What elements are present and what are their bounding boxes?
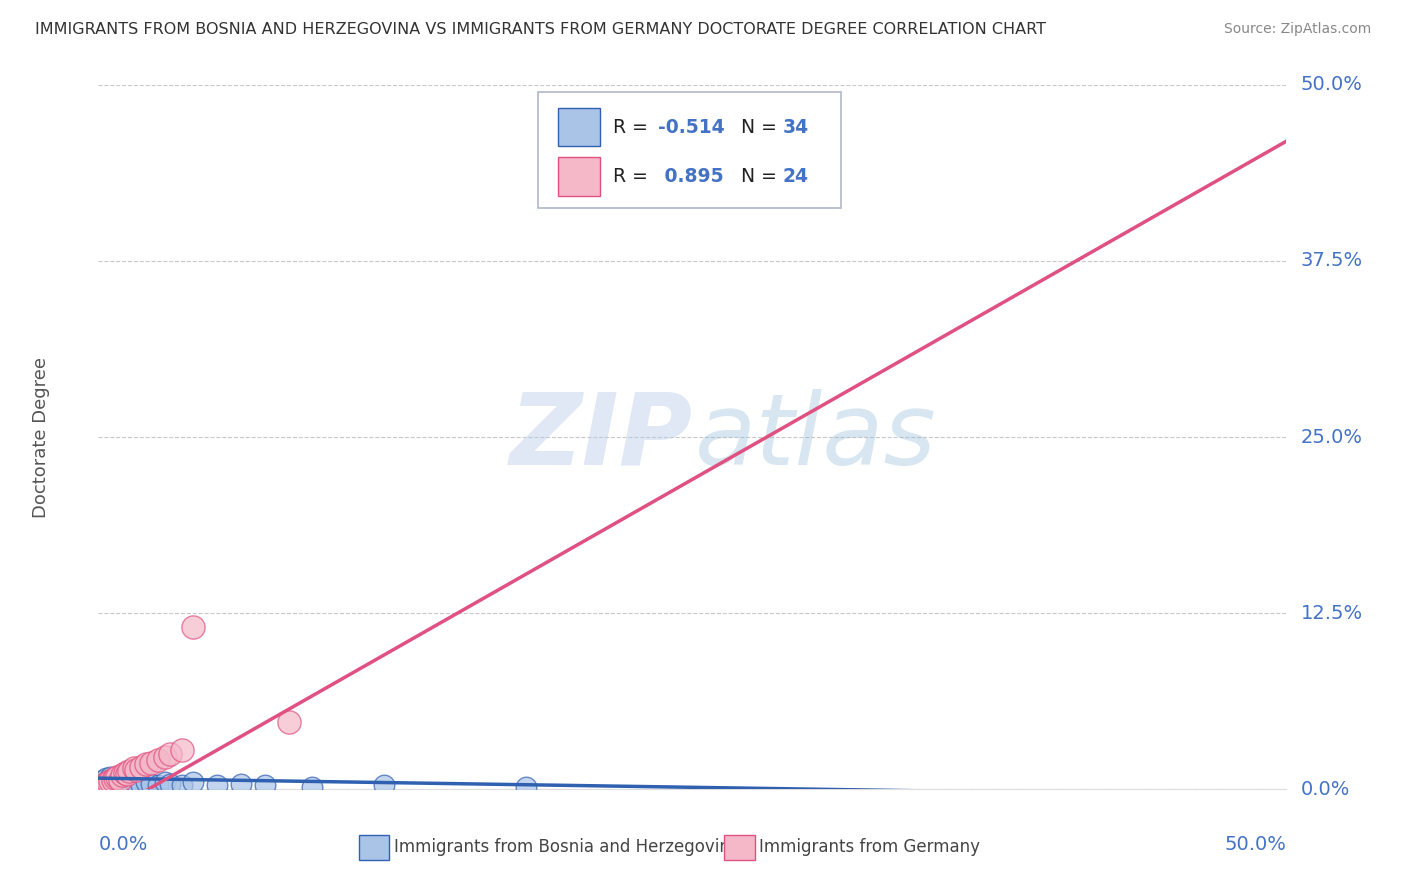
- Text: Source: ZipAtlas.com: Source: ZipAtlas.com: [1223, 22, 1371, 37]
- Point: [111, 768, 134, 782]
- Text: 25.0%: 25.0%: [1301, 427, 1362, 447]
- Point: [114, 778, 136, 792]
- Text: Immigrants from Bosnia and Herzegovina: Immigrants from Bosnia and Herzegovina: [394, 838, 740, 856]
- FancyBboxPatch shape: [558, 157, 600, 195]
- Point: [170, 743, 193, 757]
- Point: [97, 778, 120, 792]
- Point: [101, 777, 124, 791]
- Point: [146, 778, 169, 792]
- Point: [229, 777, 252, 791]
- Text: 50.0%: 50.0%: [1301, 75, 1362, 95]
- Text: N =: N =: [730, 118, 783, 136]
- Point: [125, 777, 148, 791]
- Text: 37.5%: 37.5%: [1301, 252, 1362, 270]
- Point: [114, 765, 136, 780]
- Point: [101, 772, 124, 787]
- Point: [108, 772, 131, 787]
- Point: [121, 778, 143, 792]
- Point: [94, 775, 117, 789]
- FancyBboxPatch shape: [538, 92, 841, 208]
- Point: [135, 775, 157, 789]
- Text: IMMIGRANTS FROM BOSNIA AND HERZEGOVINA VS IMMIGRANTS FROM GERMANY DOCTORATE DEGR: IMMIGRANTS FROM BOSNIA AND HERZEGOVINA V…: [35, 22, 1046, 37]
- Text: 24: 24: [783, 167, 808, 186]
- Text: ZIP: ZIP: [509, 389, 692, 485]
- Text: 12.5%: 12.5%: [1301, 604, 1362, 623]
- Point: [101, 772, 124, 787]
- Point: [104, 775, 127, 789]
- Text: R =: R =: [613, 118, 654, 136]
- Point: [111, 771, 134, 785]
- Point: [183, 620, 205, 634]
- Point: [122, 774, 145, 789]
- Point: [94, 771, 117, 785]
- Point: [111, 777, 134, 791]
- Point: [373, 778, 395, 792]
- Point: [97, 775, 120, 789]
- Point: [115, 775, 138, 789]
- Point: [153, 750, 176, 764]
- Point: [107, 778, 129, 792]
- FancyBboxPatch shape: [558, 108, 600, 146]
- Point: [118, 764, 141, 778]
- Point: [129, 778, 152, 792]
- Text: 0.0%: 0.0%: [1301, 780, 1350, 799]
- Text: 50.0%: 50.0%: [1225, 835, 1286, 855]
- Point: [91, 778, 114, 792]
- Point: [91, 772, 114, 787]
- Point: [90, 780, 112, 794]
- Point: [122, 761, 145, 775]
- Point: [146, 753, 169, 767]
- Point: [129, 760, 152, 774]
- Point: [107, 770, 129, 784]
- Point: [139, 756, 162, 770]
- Point: [98, 774, 121, 789]
- Text: 34: 34: [783, 118, 808, 136]
- Point: [108, 774, 131, 789]
- Point: [301, 780, 323, 794]
- Point: [159, 777, 181, 791]
- Text: atlas: atlas: [695, 389, 936, 485]
- Point: [135, 757, 157, 772]
- Point: [277, 714, 299, 729]
- Point: [104, 771, 127, 785]
- Text: -0.514: -0.514: [658, 118, 724, 136]
- Point: [115, 767, 138, 781]
- Point: [90, 777, 112, 791]
- Text: 0.895: 0.895: [658, 167, 724, 186]
- Text: N =: N =: [730, 167, 783, 186]
- Text: Immigrants from Germany: Immigrants from Germany: [759, 838, 980, 856]
- Point: [98, 770, 121, 784]
- Point: [207, 778, 229, 792]
- Point: [118, 777, 141, 791]
- Text: 0.0%: 0.0%: [98, 835, 148, 855]
- Point: [515, 780, 537, 794]
- Point: [253, 778, 276, 792]
- Text: R =: R =: [613, 167, 654, 186]
- Point: [183, 775, 205, 789]
- Point: [153, 775, 176, 789]
- Text: Doctorate Degree: Doctorate Degree: [32, 357, 51, 517]
- Point: [170, 778, 193, 792]
- Point: [98, 774, 121, 789]
- Point: [139, 777, 162, 791]
- Point: [125, 763, 148, 777]
- Point: [159, 747, 181, 762]
- Point: [94, 777, 117, 791]
